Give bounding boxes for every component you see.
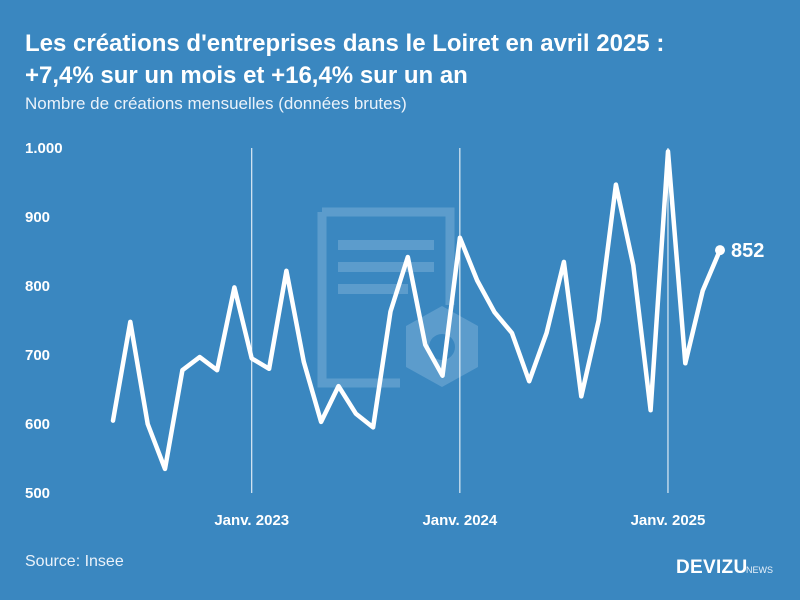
- x-tick-label: Janv. 2023: [214, 512, 289, 529]
- series-line: [110, 149, 723, 472]
- y-tick-label: 500: [25, 485, 50, 502]
- y-tick-label: 900: [25, 209, 50, 226]
- chart-subtitle: Nombre de créations mensuelles (données …: [25, 94, 407, 113]
- end-value-label: 852: [731, 240, 764, 262]
- y-tick-label: 800: [25, 278, 50, 295]
- x-tick-label: Janv. 2024: [422, 512, 497, 529]
- brand-logo-sub: NEWS: [746, 565, 773, 575]
- end-point-marker: [715, 245, 725, 256]
- title-line-2: +7,4% sur un mois et +16,4% sur un an: [25, 62, 468, 89]
- document-watermark-icon: [317, 207, 478, 388]
- reference-lines: [251, 148, 669, 493]
- x-tick-label: Janv. 2025: [631, 512, 706, 529]
- y-axis: 500 600 700 800 900 1.000: [25, 140, 63, 502]
- brand-logo: DEVIZU: [676, 557, 748, 578]
- y-tick-label: 1.000: [25, 140, 63, 157]
- x-axis: Janv. 2023 Janv. 2024 Janv. 2025: [214, 512, 705, 529]
- title-line-1: Les créations d'entreprises dans le Loir…: [25, 30, 665, 57]
- y-tick-label: 600: [25, 416, 50, 433]
- source-note: Source: Insee: [25, 553, 124, 570]
- y-tick-label: 700: [25, 347, 50, 364]
- chart-title: Les créations d'entreprises dans le Loir…: [25, 28, 785, 92]
